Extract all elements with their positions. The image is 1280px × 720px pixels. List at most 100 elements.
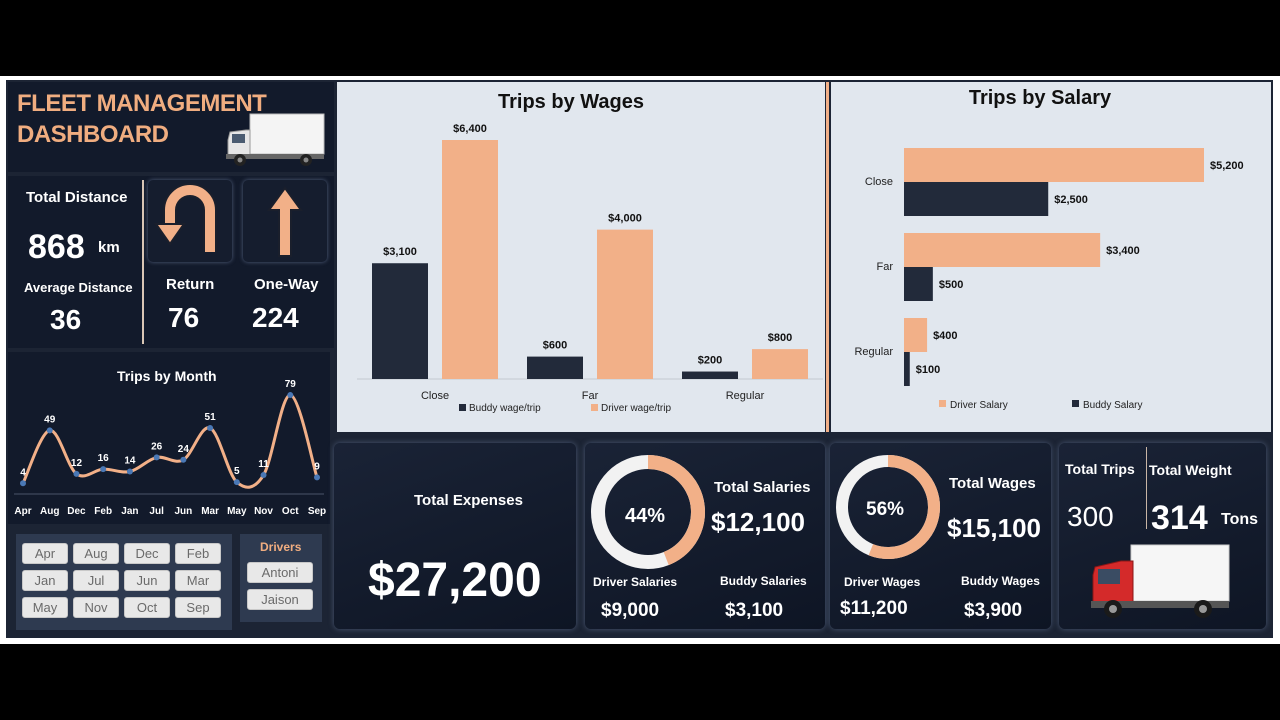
wages-percent: 56% xyxy=(866,499,905,520)
total-wages-value: $15,100 xyxy=(947,513,1041,543)
wages-data-label: $600 xyxy=(543,340,567,352)
driver-salaries-value: $9,000 xyxy=(601,600,660,621)
return-label: Return xyxy=(166,276,215,293)
trips-by-salary-chart: Trips by Salary $5,200 $2,500 Close $3,400 $5… xyxy=(854,87,1243,411)
month-point-feb xyxy=(100,466,107,473)
month-button-nov[interactable]: Nov xyxy=(73,597,119,618)
month-tick-label: Sep xyxy=(308,506,326,517)
distance-panel: Total Distance 868 km Average Distance 3… xyxy=(8,176,334,348)
month-point-dec xyxy=(73,470,80,477)
totals-divider xyxy=(1146,447,1147,529)
month-tick-label: Oct xyxy=(282,506,299,517)
month-button-may[interactable]: May xyxy=(22,597,68,618)
dashboard-title-line2: DASHBOARD xyxy=(17,121,169,148)
total-wages-card: 56% Total Wages $15,100 Driver Wages $11… xyxy=(830,443,1051,629)
driver-button-antoni[interactable]: Antoni xyxy=(247,562,313,583)
total-salaries-label: Total Salaries xyxy=(714,479,811,496)
month-button-jan[interactable]: Jan xyxy=(22,570,68,591)
total-weight-value: 314 xyxy=(1151,499,1208,537)
salary-bar-close-driver xyxy=(904,148,1204,182)
salary-bar-close-buddy xyxy=(904,182,1049,216)
wages-donut xyxy=(836,455,940,559)
month-tick-label: Feb xyxy=(94,506,112,517)
month-button-aug[interactable]: Aug xyxy=(73,543,119,564)
month-tick-label: Aug xyxy=(40,506,59,517)
month-point-nov xyxy=(260,472,267,479)
total-expenses-card: Total Expenses $27,200 xyxy=(334,443,576,629)
salary-data-label: $500 xyxy=(939,279,963,291)
month-value-label: 24 xyxy=(178,444,190,455)
salary-category-label: Close xyxy=(865,176,893,188)
month-button-jul[interactable]: Jul xyxy=(73,570,119,591)
total-wages-label: Total Wages xyxy=(949,475,1036,492)
month-value-label: 49 xyxy=(44,414,56,425)
month-tick-label: Mar xyxy=(201,506,219,517)
total-distance-value: 868 xyxy=(28,228,85,266)
truck-icon xyxy=(226,113,325,166)
month-value-label: 51 xyxy=(205,412,217,423)
wages-bar-regular-driver xyxy=(752,349,808,379)
total-expenses-value: $27,200 xyxy=(368,554,542,607)
oneway-label: One-Way xyxy=(254,276,319,293)
month-tick-label: Jan xyxy=(121,506,138,517)
salaries-donut xyxy=(591,455,705,569)
wages-data-label: $800 xyxy=(768,332,792,344)
month-tick-label: Dec xyxy=(67,506,86,517)
oneway-icon-box xyxy=(243,180,327,262)
return-value: 76 xyxy=(168,302,200,333)
wages-data-label: $6,400 xyxy=(453,123,487,135)
wages-legend-label: Driver wage/trip xyxy=(601,403,671,414)
month-point-mar xyxy=(207,425,214,431)
buddy-wages-value: $3,900 xyxy=(964,600,1023,621)
wages-data-label: $4,000 xyxy=(608,213,642,225)
wages-legend-label: Buddy wage/trip xyxy=(469,403,541,414)
salary-data-label: $2,500 xyxy=(1054,194,1088,206)
trips-line xyxy=(21,393,319,489)
month-button-sep[interactable]: Sep xyxy=(175,597,221,618)
total-salaries-card: 44% Total Salaries $12,100 Driver Salari… xyxy=(585,443,825,629)
month-button-apr[interactable]: Apr xyxy=(22,543,68,564)
total-distance-label: Total Distance xyxy=(26,189,128,206)
salary-legend-label: Buddy Salary xyxy=(1083,400,1142,411)
month-button-mar[interactable]: Mar xyxy=(175,570,221,591)
average-distance-label: Average Distance xyxy=(24,280,133,295)
month-value-label: 16 xyxy=(98,453,110,464)
trips-by-month-panel: Trips by Month 4 Apr 49 Aug 12 Dec 16 Feb 14 Jan 2… xyxy=(8,352,330,524)
month-button-feb[interactable]: Feb xyxy=(175,543,221,564)
total-distance-unit: km xyxy=(98,239,120,256)
month-point-apr xyxy=(20,480,26,487)
trips-by-wages-panel: Trips by Wages $3,100 $6,400 Close $600 $4,00… xyxy=(337,82,825,432)
month-tick-label: Nov xyxy=(254,506,273,517)
month-point-may xyxy=(233,479,240,486)
driver-slicer: Drivers Antoni Jaison xyxy=(240,534,322,622)
month-button-dec[interactable]: Dec xyxy=(124,543,170,564)
total-weight-unit: Tons xyxy=(1221,511,1259,528)
buddy-salaries-label: Buddy Salaries xyxy=(720,574,807,588)
trips-by-month-chart: 4 Apr 49 Aug 12 Dec 16 Feb 14 Jan 26 Jul 24 Jun 51 Mar 5… xyxy=(14,379,326,517)
wages-category-label: Far xyxy=(582,390,599,402)
month-button-jun[interactable]: Jun xyxy=(124,570,170,591)
salary-bar-regular-buddy xyxy=(904,352,910,386)
total-expenses-label: Total Expenses xyxy=(414,492,523,509)
wages-category-label: Regular xyxy=(726,390,765,402)
salary-bar-far-buddy xyxy=(904,267,933,301)
month-value-label: 9 xyxy=(314,461,320,472)
salary-data-label: $3,400 xyxy=(1106,245,1140,257)
total-trips-label: Total Trips xyxy=(1065,461,1135,477)
month-button-oct[interactable]: Oct xyxy=(124,597,170,618)
wages-bar-close-buddy xyxy=(372,263,428,379)
month-point-oct xyxy=(287,392,294,399)
divider xyxy=(142,180,144,344)
salary-data-label: $400 xyxy=(933,330,957,342)
month-tick-label: Apr xyxy=(14,506,31,517)
return-icon-box xyxy=(148,180,232,262)
month-value-label: 14 xyxy=(124,456,136,467)
salary-bar-regular-driver xyxy=(904,318,928,352)
total-weight-label: Total Weight xyxy=(1149,462,1232,478)
wages-data-label: $3,100 xyxy=(383,246,417,258)
driver-button-jaison[interactable]: Jaison xyxy=(247,589,313,610)
oneway-value: 224 xyxy=(252,302,299,333)
trips-by-salary-panel: Trips by Salary $5,200 $2,500 Close $3,400 $5… xyxy=(831,82,1271,432)
wages-chart-title: Trips by Wages xyxy=(498,91,644,113)
total-trips-value: 300 xyxy=(1067,501,1114,532)
